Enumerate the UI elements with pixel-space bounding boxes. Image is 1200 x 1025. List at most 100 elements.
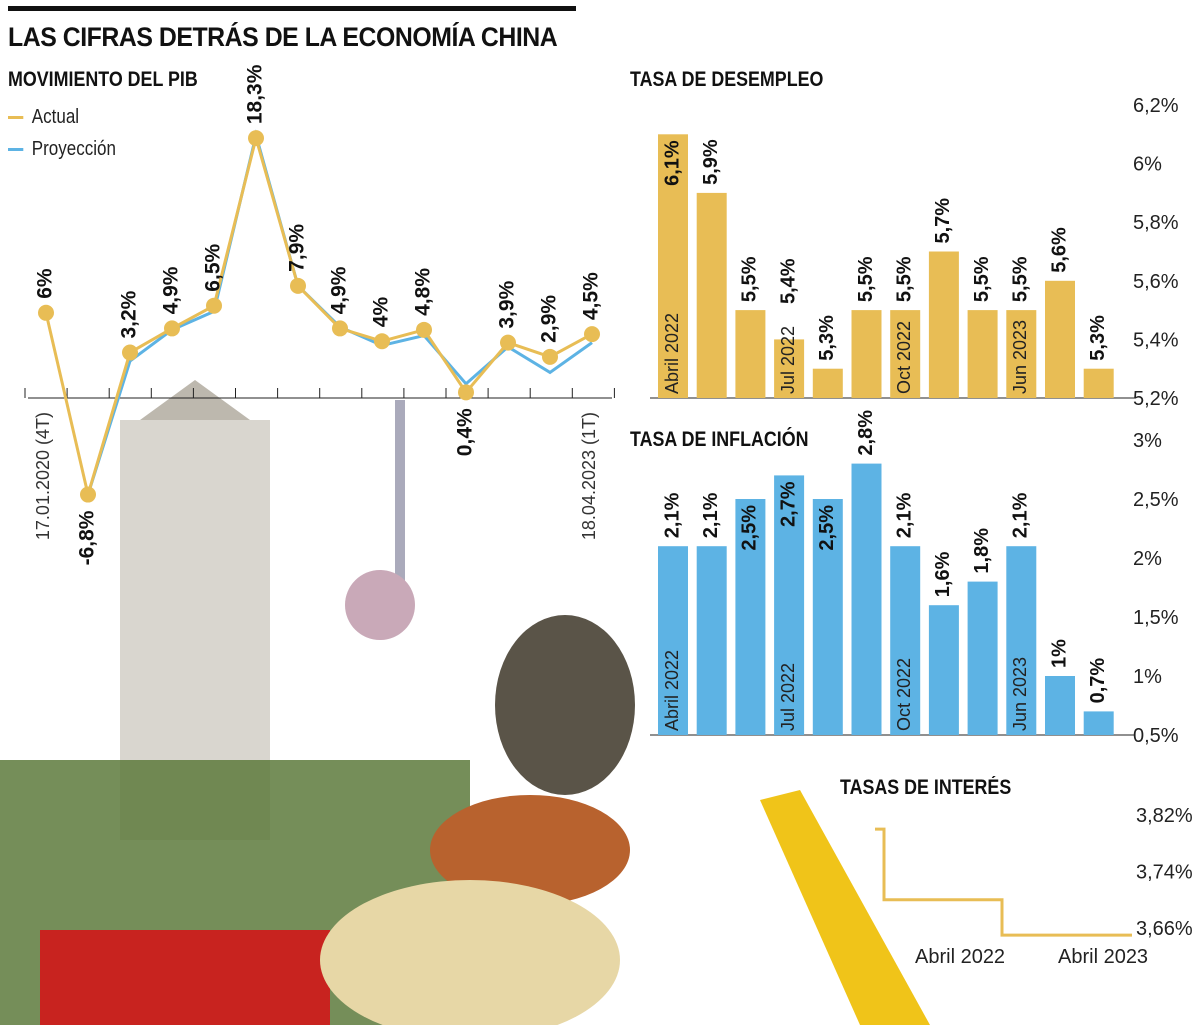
gdp-actual-point: [416, 321, 432, 338]
gdp-actual-line: [44, 132, 593, 501]
inflation-data-label: 2,7%: [777, 481, 799, 527]
inflation-data-label: 1%: [1048, 639, 1070, 668]
inflation-bar: [890, 546, 921, 735]
inflation-bar: [967, 581, 998, 735]
gdp-actual-point: [206, 297, 222, 314]
unemployment-data-label: 5,3%: [816, 315, 838, 361]
interest-x-label: Abril 2023: [1058, 946, 1148, 968]
interest-y-tick: 3,74%: [1136, 862, 1193, 884]
legend-label-projection: Proyección: [31, 138, 116, 160]
inflation-y-tick: 3%: [1133, 430, 1162, 452]
inflation-data-label: 2,1%: [893, 492, 915, 538]
interest-x-label: Abril 2022: [915, 946, 1005, 968]
unemployment-bar: [658, 134, 688, 399]
inflation-data-label: 2,1%: [700, 492, 722, 538]
inflation-data-label: 0,7%: [1087, 658, 1109, 704]
gdp-actual-point: [458, 384, 474, 401]
gdp-data-label: 4,5%: [580, 272, 603, 320]
gdp-actual-point: [542, 348, 558, 365]
inflation-bar: [774, 475, 805, 735]
unemployment-bar: [851, 310, 882, 398]
gdp-data-label: 3,2%: [118, 290, 141, 338]
decorative-illustration: [0, 380, 930, 1025]
unemployment-data-label: 5,5%: [1010, 256, 1032, 302]
inflation-category-label: Oct 2022: [894, 658, 914, 731]
unemployment-data-label: 5,7%: [932, 198, 954, 244]
gdp-data-label: 4%: [370, 297, 393, 328]
inflation-category-label: Jun 2023: [1010, 657, 1030, 731]
unemployment-category-label: Jul 2022: [778, 326, 798, 394]
unemployment-bar: [1045, 280, 1075, 398]
gdp-data-label: 4,8%: [412, 268, 435, 316]
gdp-actual-point: [584, 326, 600, 343]
unemployment-data-label: 6,1%: [661, 140, 683, 186]
legend-label-actual: Actual: [31, 106, 80, 128]
flag-illustration: [40, 930, 330, 1025]
gdp-actual-point: [500, 334, 516, 351]
gdp-actual-point: [248, 130, 264, 147]
unemployment-bar: [1083, 368, 1114, 398]
unemployment-chart-title: TASA DE DESEMPLEO: [630, 68, 824, 91]
gdp-actual-point: [122, 344, 138, 361]
unemployment-data-label: 5,5%: [971, 256, 993, 302]
gdp-data-label: 3,9%: [496, 280, 519, 328]
gdp-actual-point: [80, 486, 96, 503]
interest-step-line: [875, 827, 1132, 937]
straw-hat-illustration: [320, 880, 620, 1025]
gdp-actual-point: [290, 277, 306, 294]
unemployment-bar: [774, 339, 805, 398]
inflation-bar: [1006, 546, 1037, 735]
unemployment-data-label: 5,5%: [855, 256, 877, 302]
legend-projection: Proyección: [8, 138, 116, 161]
unemployment-bar: [890, 310, 921, 398]
inflation-bar: [1083, 711, 1114, 735]
gdp-x-label-start: 17.01.2020 (4T): [33, 412, 53, 540]
unemployment-bar: [812, 368, 843, 398]
gdp-data-label: 2,9%: [538, 295, 561, 343]
unemployment-y-tick: 5,6%: [1133, 271, 1179, 293]
unemployment-data-label: 5,3%: [1087, 315, 1109, 361]
gdp-chart-title: MOVIMIENTO DEL PIB: [8, 68, 198, 91]
gdp-actual-point: [374, 333, 390, 350]
unemployment-y-tick: 5,8%: [1133, 212, 1179, 234]
unemployment-data-label: 5,9%: [700, 139, 722, 185]
unemployment-y-tick: 5,2%: [1133, 388, 1179, 410]
unemployment-bar: [696, 192, 727, 398]
gdp-actual-point: [164, 320, 180, 337]
gdp-data-label: -6,8%: [76, 510, 99, 565]
page-title: LAS CIFRAS DETRÁS DE LA ECONOMÍA CHINA: [8, 22, 558, 52]
inflation-data-label: 2,8%: [855, 410, 877, 456]
excavator-illustration: [760, 790, 930, 1025]
unemployment-category-label: Oct 2022: [894, 321, 914, 394]
inflation-y-tick: 1,5%: [1133, 607, 1179, 629]
interest-y-tick: 3,82%: [1136, 805, 1193, 827]
gdp-data-label: 4,9%: [328, 266, 351, 314]
tower-sphere: [345, 570, 415, 640]
interest-y-tick: 3,66%: [1136, 918, 1193, 940]
legend-swatch-projection: [8, 148, 24, 151]
inflation-y-tick: 1%: [1133, 666, 1162, 688]
legend-actual: Actual: [8, 106, 79, 129]
unemployment-bar: [928, 251, 959, 398]
gdp-data-label: 18,3%: [244, 64, 267, 124]
interest-chart-title: TASAS DE INTERÉS: [840, 776, 1012, 799]
inflation-chart-title: TASA DE INFLACIÓN: [630, 428, 809, 451]
inflation-data-label: 2,1%: [661, 492, 683, 538]
inflation-data-label: 1,6%: [932, 551, 954, 597]
unemployment-y-tick: 5,4%: [1133, 329, 1179, 351]
unemployment-bar: [1006, 310, 1037, 398]
inflation-bar: [696, 546, 727, 735]
inflation-data-label: 1,8%: [971, 528, 993, 574]
inflation-bar: [735, 499, 766, 735]
inflation-y-tick: 2%: [1133, 548, 1162, 570]
gdp-data-label: 0,4%: [454, 408, 477, 456]
inflation-category-label: Abril 2022: [662, 650, 682, 731]
unemployment-data-label: 5,6%: [1048, 227, 1070, 273]
unemployment-y-tick: 6,2%: [1133, 95, 1179, 117]
gdp-data-label: 7,9%: [286, 224, 309, 272]
inflation-bar: [812, 499, 843, 735]
gdp-actual-point: [38, 304, 54, 321]
gdp-actual-point: [332, 320, 348, 337]
